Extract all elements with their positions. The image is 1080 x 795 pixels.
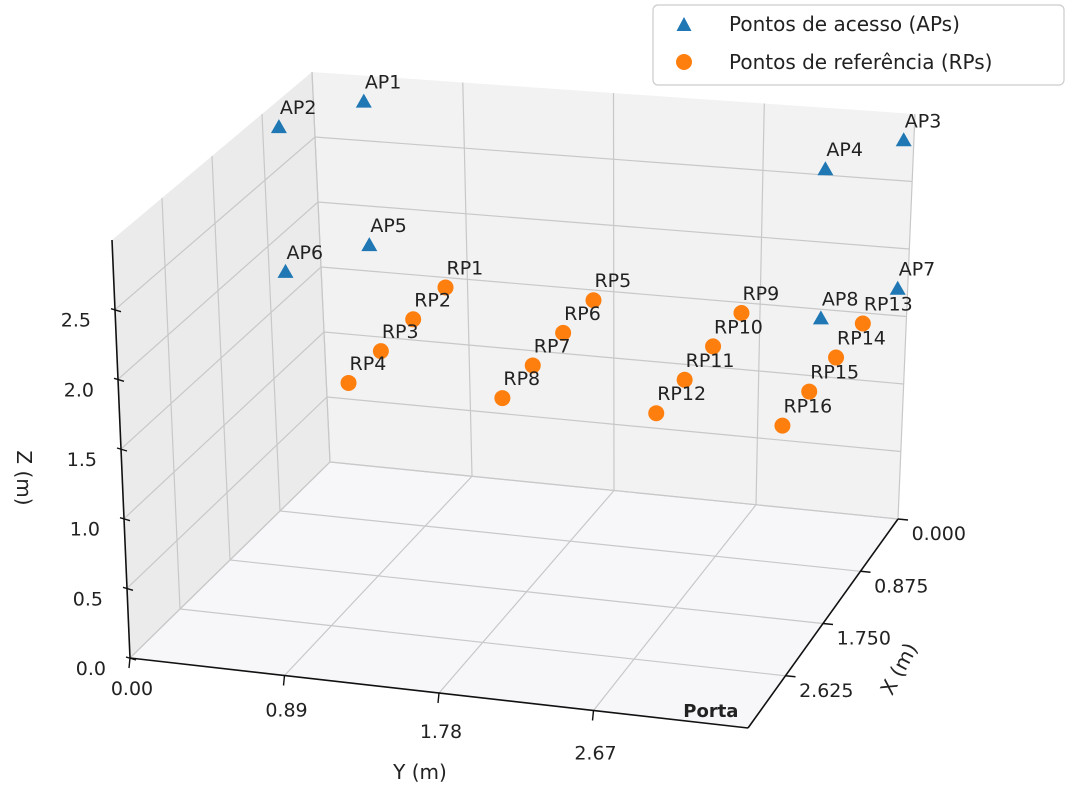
x-tick-label: 2.625 (799, 680, 853, 702)
rp-marker (648, 405, 665, 422)
legend-triangle-marker (676, 17, 692, 31)
point-label: AP6 (287, 242, 324, 264)
ap-marker (270, 119, 287, 134)
z-tick-mark (116, 447, 128, 452)
z-tick-label: 1.5 (67, 449, 97, 471)
ap-marker (355, 93, 372, 108)
rp-marker (801, 383, 818, 400)
point-label: RP9 (742, 283, 779, 305)
z-tick-mark (119, 516, 131, 522)
point-label: RP11 (686, 350, 735, 372)
rp-marker (774, 417, 791, 434)
rp-marker (437, 279, 454, 296)
grid-line-x (211, 155, 824, 625)
z-tick-mark (125, 656, 137, 661)
point-label: AP7 (899, 259, 936, 281)
ap-marker (277, 263, 294, 278)
legend: Pontos de acesso (APs) Pontos de referên… (652, 4, 1065, 86)
y-tick-mark (282, 675, 286, 686)
rp-marker (340, 374, 357, 391)
point-label: AP3 (905, 110, 942, 132)
x-tick-label: 0.875 (874, 575, 928, 597)
legend-entry-rps: Pontos de referência (RPs) (729, 50, 992, 74)
x-tick-label: 1.750 (837, 628, 891, 650)
rp-marker (555, 324, 572, 341)
z-tick-mark (110, 307, 122, 313)
ap-marker (895, 132, 912, 147)
data-points: AP1 AP2 AP3 AP4 AP5 AP6 AP7 AP8 RP1 RP2 RP3 RP4 RP5 R… (270, 72, 942, 434)
z-tick-label: 2.5 (61, 310, 91, 332)
z-axis-label: Z (m) (12, 450, 36, 505)
point-label: RP4 (350, 353, 387, 375)
point-label: RP10 (714, 316, 763, 338)
ap-marker (889, 280, 906, 295)
point-label: AP2 (280, 97, 317, 119)
rp-marker (854, 315, 871, 332)
point-label: RP5 (594, 270, 631, 292)
point-label: RP15 (810, 362, 859, 384)
ap-marker (361, 237, 378, 252)
rp-marker (676, 371, 693, 388)
y-tick-mark (128, 657, 131, 669)
grid-line-x (261, 113, 861, 572)
rp-marker (372, 343, 389, 360)
point-label: RP8 (503, 368, 540, 390)
x-tick-mark (785, 675, 796, 678)
x-tick-mark (897, 518, 909, 521)
y-tick-mark (437, 692, 440, 704)
point-label: RP7 (534, 335, 571, 357)
z-tick-mark (122, 586, 134, 592)
y-tick-label: 0.89 (265, 700, 307, 722)
z-tick-label: 2.0 (64, 379, 94, 401)
axis-panes (112, 72, 915, 728)
z-tick-label: 0.0 (76, 658, 106, 680)
x-tick-label: 0.000 (912, 523, 966, 545)
rp-marker (705, 338, 722, 355)
z-tick-label: 1.0 (70, 519, 100, 541)
legend-entry-aps: Pontos de acesso (APs) (729, 12, 960, 36)
z-tick-mark (113, 377, 125, 383)
grid-edge (897, 113, 916, 520)
tick-labels: 0.0 0.5 1.0 1.5 2.0 2.5 0.00 0.89 1.78 2.67 0.000 0… (61, 307, 966, 765)
point-label: AP1 (365, 72, 402, 94)
y-tick-label: 2.67 (574, 743, 616, 765)
point-label: AP5 (370, 215, 407, 237)
y-tick-label: 0.00 (111, 678, 153, 700)
ap-marker (812, 310, 829, 325)
legend-box (652, 4, 1065, 86)
y-tick-mark (591, 710, 595, 721)
rp-marker (405, 311, 422, 328)
point-label: RP2 (414, 289, 451, 311)
rp-marker (524, 357, 541, 374)
rp-marker (828, 349, 845, 366)
rp-marker (733, 305, 750, 322)
point-label: RP16 (783, 396, 832, 418)
porta-annotation: Porta (683, 701, 738, 722)
floor-pane (130, 462, 898, 728)
z-tick-label: 0.5 (73, 588, 103, 610)
grid-lines (114, 71, 916, 711)
point-label: RP12 (657, 383, 706, 405)
grid-line-x (311, 71, 899, 520)
legend-circle-marker (676, 54, 692, 70)
point-label: RP6 (564, 303, 601, 325)
point-label: RP14 (837, 328, 886, 350)
rp-marker (494, 390, 511, 407)
ap-marker (817, 161, 834, 176)
point-label: RP3 (382, 321, 419, 343)
grid-line-x (161, 197, 786, 677)
x-tick-mark (822, 622, 834, 626)
point-label: AP4 (826, 139, 863, 161)
point-label: AP8 (822, 288, 859, 310)
x-tick-mark (860, 570, 871, 573)
rp-marker (585, 292, 602, 309)
y-axis-label: Y (m) (392, 760, 447, 784)
point-label: RP1 (447, 257, 484, 279)
point-label: RP13 (864, 293, 913, 315)
y-tick-label: 1.78 (420, 721, 462, 743)
